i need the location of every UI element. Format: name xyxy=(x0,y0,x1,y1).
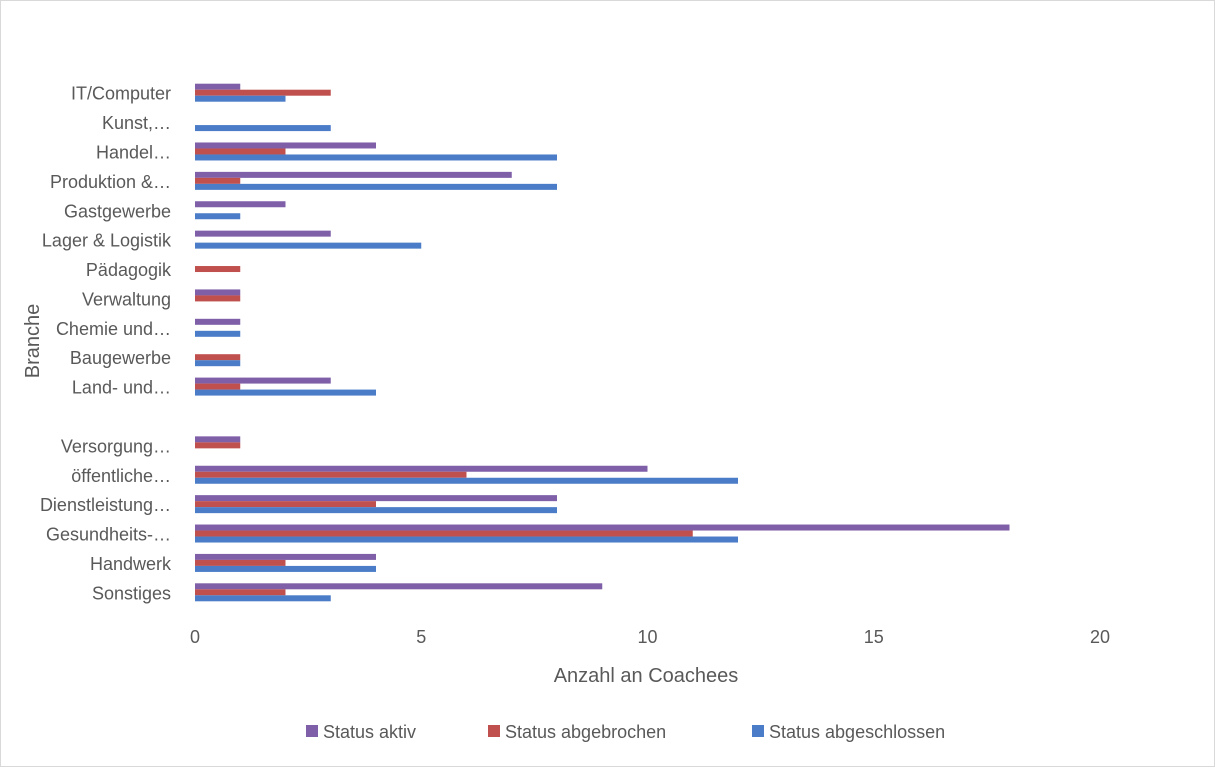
x-tick-label: 15 xyxy=(864,627,884,647)
bar xyxy=(195,330,241,337)
y-axis-title: Branche xyxy=(22,304,44,379)
category-label: Gesundheits-… xyxy=(46,525,171,545)
bar xyxy=(195,524,1010,531)
bar xyxy=(195,95,286,102)
bar xyxy=(195,530,693,537)
bar xyxy=(195,553,376,560)
category-label: Handwerk xyxy=(90,554,172,574)
category-label: Versorgung… xyxy=(61,436,171,456)
bar xyxy=(195,266,241,273)
legend-label: Status abgeschlossen xyxy=(769,722,945,742)
bar xyxy=(195,318,241,325)
bar xyxy=(195,171,512,178)
x-tick-label: 10 xyxy=(637,627,657,647)
bar xyxy=(195,89,331,96)
x-tick-label: 0 xyxy=(190,627,200,647)
bar xyxy=(195,360,241,367)
bar xyxy=(195,507,557,514)
bar xyxy=(195,242,422,249)
category-label: Handel… xyxy=(96,142,171,162)
legend-item: Status abgeschlossen xyxy=(752,722,945,742)
category-label: öffentliche… xyxy=(71,466,171,486)
bar xyxy=(195,536,738,543)
legend-swatch xyxy=(752,725,764,737)
bar xyxy=(195,389,376,396)
legend-swatch xyxy=(488,725,500,737)
category-label: Lager & Logistik xyxy=(42,231,172,251)
category-label: Sonstiges xyxy=(92,583,171,603)
bar xyxy=(195,295,241,302)
category-label: Pädagogik xyxy=(86,260,172,280)
legend-item: Status aktiv xyxy=(306,722,416,742)
bar xyxy=(195,154,557,161)
category-label: Baugewerbe xyxy=(70,348,171,368)
category-label: IT/Computer xyxy=(71,84,171,104)
x-tick-label: 20 xyxy=(1090,627,1110,647)
bar xyxy=(195,354,241,361)
category-labels: IT/Computer Kunst,… Handel… Produktion &… Ga… xyxy=(40,84,172,604)
bar xyxy=(195,142,376,149)
category-label: Verwaltung xyxy=(82,289,171,309)
bar xyxy=(195,436,241,443)
legend-label: Status abgebrochen xyxy=(505,722,666,742)
bar xyxy=(195,442,241,449)
bar xyxy=(195,589,286,596)
bar xyxy=(195,383,241,390)
legend: Status aktiv Status abgebrochen Status abg… xyxy=(306,722,945,742)
x-tick-labels: 0 5 10 15 20 xyxy=(190,627,1110,647)
bar xyxy=(195,177,241,184)
bar xyxy=(195,495,557,502)
category-label: Chemie und… xyxy=(56,319,171,339)
bar xyxy=(195,377,331,384)
bar xyxy=(195,125,331,132)
x-tick-label: 5 xyxy=(416,627,426,647)
bars-group xyxy=(195,83,1010,602)
bar xyxy=(195,583,603,590)
x-axis-title: Anzahl an Coachees xyxy=(554,665,739,687)
category-label: Kunst,… xyxy=(102,113,171,133)
bar xyxy=(195,230,331,237)
legend-label: Status aktiv xyxy=(323,722,416,742)
bar xyxy=(195,565,376,572)
category-label: Produktion &… xyxy=(50,172,171,192)
category-label: Land- und… xyxy=(72,378,171,398)
bar xyxy=(195,477,738,484)
bar xyxy=(195,289,241,296)
bar xyxy=(195,183,557,190)
bar xyxy=(195,471,467,478)
bar xyxy=(195,465,648,472)
bar xyxy=(195,559,286,566)
bar xyxy=(195,148,286,155)
legend-item: Status abgebrochen xyxy=(488,722,666,742)
bar xyxy=(195,201,286,208)
bar xyxy=(195,83,241,90)
bar xyxy=(195,595,331,602)
legend-swatch xyxy=(306,725,318,737)
category-label: Dienstleistung… xyxy=(40,495,171,515)
bar xyxy=(195,213,241,220)
category-label: Gastgewerbe xyxy=(64,201,171,221)
bar xyxy=(195,501,376,508)
